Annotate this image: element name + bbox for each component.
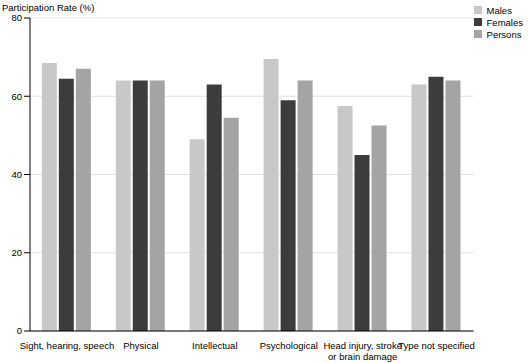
html-text:Males: Males (486, 4, 512, 16)
svg-text:40: 40 (11, 169, 22, 180)
svg-text:Type not specified: Type not specified (398, 340, 475, 351)
svg-text:0: 0 (17, 325, 22, 336)
svg-text:Head injury, strokeor brain da: Head injury, strokeor brain damage (323, 340, 402, 362)
svg-text:Psychological: Psychological (260, 340, 318, 351)
svg-text:Physical: Physical (123, 340, 158, 351)
svg-text:Sight, hearing, speech: Sight, hearing, speech (20, 340, 115, 351)
html-text:Participation Rate (%): Participation Rate (%) (2, 2, 95, 13)
svg-text:20: 20 (11, 247, 22, 258)
html-text:Persons: Persons (486, 28, 522, 40)
html-text:Females: Females (486, 16, 523, 28)
svg-text:60: 60 (11, 91, 22, 102)
svg-text:Intellectual: Intellectual (192, 340, 237, 351)
svg-text:80: 80 (11, 12, 22, 23)
